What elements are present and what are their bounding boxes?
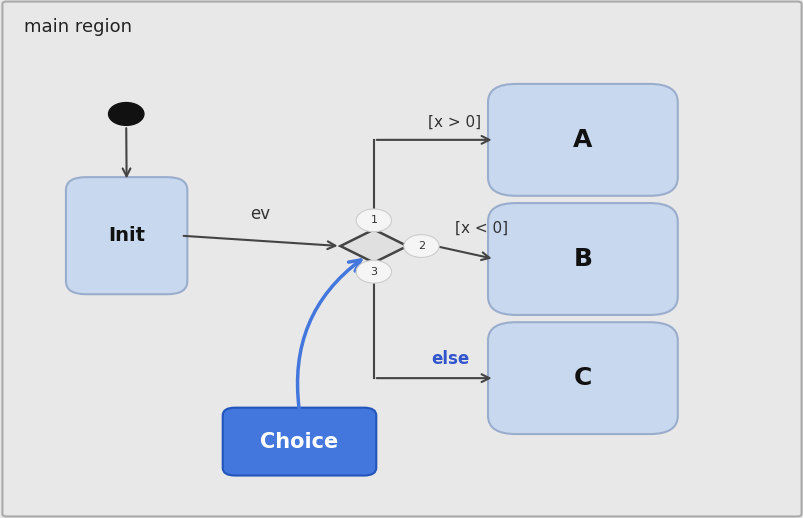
Text: C: C	[573, 366, 591, 390]
Circle shape	[356, 209, 391, 232]
Text: 1: 1	[370, 215, 377, 225]
Text: [x < 0]: [x < 0]	[454, 221, 507, 236]
Text: ev: ev	[251, 205, 271, 223]
Text: A: A	[573, 128, 592, 152]
Text: Init: Init	[108, 226, 145, 245]
Text: 3: 3	[370, 267, 377, 277]
Text: B: B	[573, 247, 592, 271]
Circle shape	[403, 235, 438, 257]
Polygon shape	[340, 229, 407, 263]
Text: [x > 0]: [x > 0]	[427, 114, 480, 130]
FancyBboxPatch shape	[487, 203, 677, 315]
Text: Choice: Choice	[260, 431, 338, 452]
FancyBboxPatch shape	[487, 322, 677, 434]
FancyBboxPatch shape	[222, 408, 376, 476]
Text: main region: main region	[24, 18, 132, 36]
Text: else: else	[430, 350, 469, 368]
Text: 2: 2	[418, 241, 425, 251]
FancyBboxPatch shape	[66, 177, 187, 294]
Circle shape	[356, 261, 391, 283]
Circle shape	[108, 103, 144, 125]
FancyBboxPatch shape	[487, 84, 677, 196]
